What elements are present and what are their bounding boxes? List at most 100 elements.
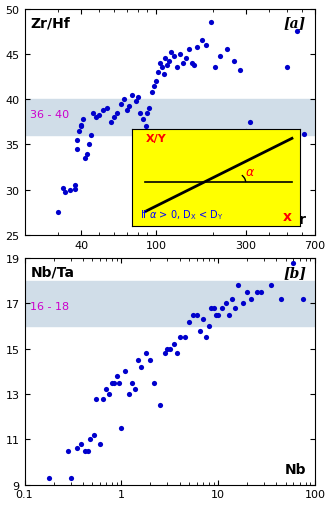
Point xyxy=(157,401,163,410)
Point xyxy=(124,107,129,115)
Point xyxy=(190,311,196,319)
Point xyxy=(60,184,66,192)
Point xyxy=(72,182,77,190)
Point xyxy=(126,103,132,111)
Point xyxy=(74,137,79,145)
Point xyxy=(107,390,112,398)
Point xyxy=(235,282,241,290)
Text: 16 - 18: 16 - 18 xyxy=(30,301,70,311)
Point xyxy=(184,55,189,63)
Point xyxy=(105,105,110,113)
Point xyxy=(232,305,238,313)
Point xyxy=(86,141,92,149)
Point xyxy=(189,60,194,68)
Point xyxy=(237,67,243,75)
Point xyxy=(155,69,160,77)
Point xyxy=(186,46,192,54)
Point xyxy=(178,50,183,59)
Point xyxy=(143,123,148,131)
Point xyxy=(85,447,90,455)
Point xyxy=(301,130,306,138)
Point xyxy=(182,334,187,342)
Point xyxy=(112,379,117,387)
Point xyxy=(138,363,144,371)
Point xyxy=(104,386,109,394)
Point xyxy=(206,322,212,330)
Point xyxy=(251,132,256,140)
Point xyxy=(97,112,102,120)
Point xyxy=(140,116,145,124)
Point xyxy=(162,349,167,358)
Point xyxy=(243,128,248,136)
Point xyxy=(126,390,132,398)
Point xyxy=(74,145,79,154)
Point xyxy=(101,395,106,403)
Text: 36 - 40: 36 - 40 xyxy=(30,110,70,120)
Text: Zr/Hf: Zr/Hf xyxy=(30,16,70,30)
Point xyxy=(204,42,209,50)
Point xyxy=(181,60,186,68)
Point xyxy=(218,53,223,61)
Point xyxy=(109,119,114,127)
Point xyxy=(133,98,138,106)
Point xyxy=(112,114,117,122)
Point xyxy=(199,37,204,45)
Point xyxy=(84,150,90,158)
Text: [a]: [a] xyxy=(284,16,306,30)
Point xyxy=(114,372,119,380)
Point xyxy=(72,185,77,193)
Point xyxy=(177,334,182,342)
Point xyxy=(165,345,170,353)
Point xyxy=(82,155,88,163)
Text: Zr: Zr xyxy=(289,213,306,227)
Point xyxy=(259,288,264,296)
Point xyxy=(197,327,203,335)
Point xyxy=(135,94,140,102)
Point xyxy=(114,110,119,118)
Point xyxy=(168,49,173,57)
Point xyxy=(119,424,124,432)
Point xyxy=(133,386,138,394)
Point xyxy=(97,440,103,448)
Point xyxy=(213,311,218,319)
Point xyxy=(203,334,209,342)
Point xyxy=(94,395,99,403)
Bar xyxy=(24,100,315,136)
Point xyxy=(88,435,93,443)
Point xyxy=(247,119,252,127)
Point xyxy=(152,379,157,387)
Point xyxy=(223,300,228,308)
Point xyxy=(78,123,84,131)
Point xyxy=(136,356,141,364)
Point xyxy=(78,121,84,129)
Point xyxy=(268,282,273,290)
Point xyxy=(149,89,155,97)
Point xyxy=(143,349,149,358)
Point xyxy=(254,288,259,296)
Point xyxy=(245,288,250,296)
Point xyxy=(93,114,99,122)
Point xyxy=(78,440,83,448)
Point xyxy=(167,58,172,66)
Point xyxy=(137,110,142,118)
Point xyxy=(194,311,199,319)
Point xyxy=(175,349,180,358)
Point xyxy=(208,19,213,27)
Point xyxy=(76,128,82,136)
Point xyxy=(300,295,306,304)
Point xyxy=(209,305,214,313)
Point xyxy=(147,105,152,113)
Point xyxy=(163,55,168,63)
Point xyxy=(123,368,128,376)
Point xyxy=(279,295,284,304)
Point xyxy=(225,46,230,54)
Point xyxy=(68,474,73,482)
Point xyxy=(215,311,221,319)
Point xyxy=(148,356,153,364)
Point xyxy=(249,295,254,304)
Point xyxy=(211,305,216,313)
Point xyxy=(175,64,180,72)
Bar xyxy=(24,281,315,326)
Point xyxy=(285,64,290,72)
Point xyxy=(294,28,299,36)
